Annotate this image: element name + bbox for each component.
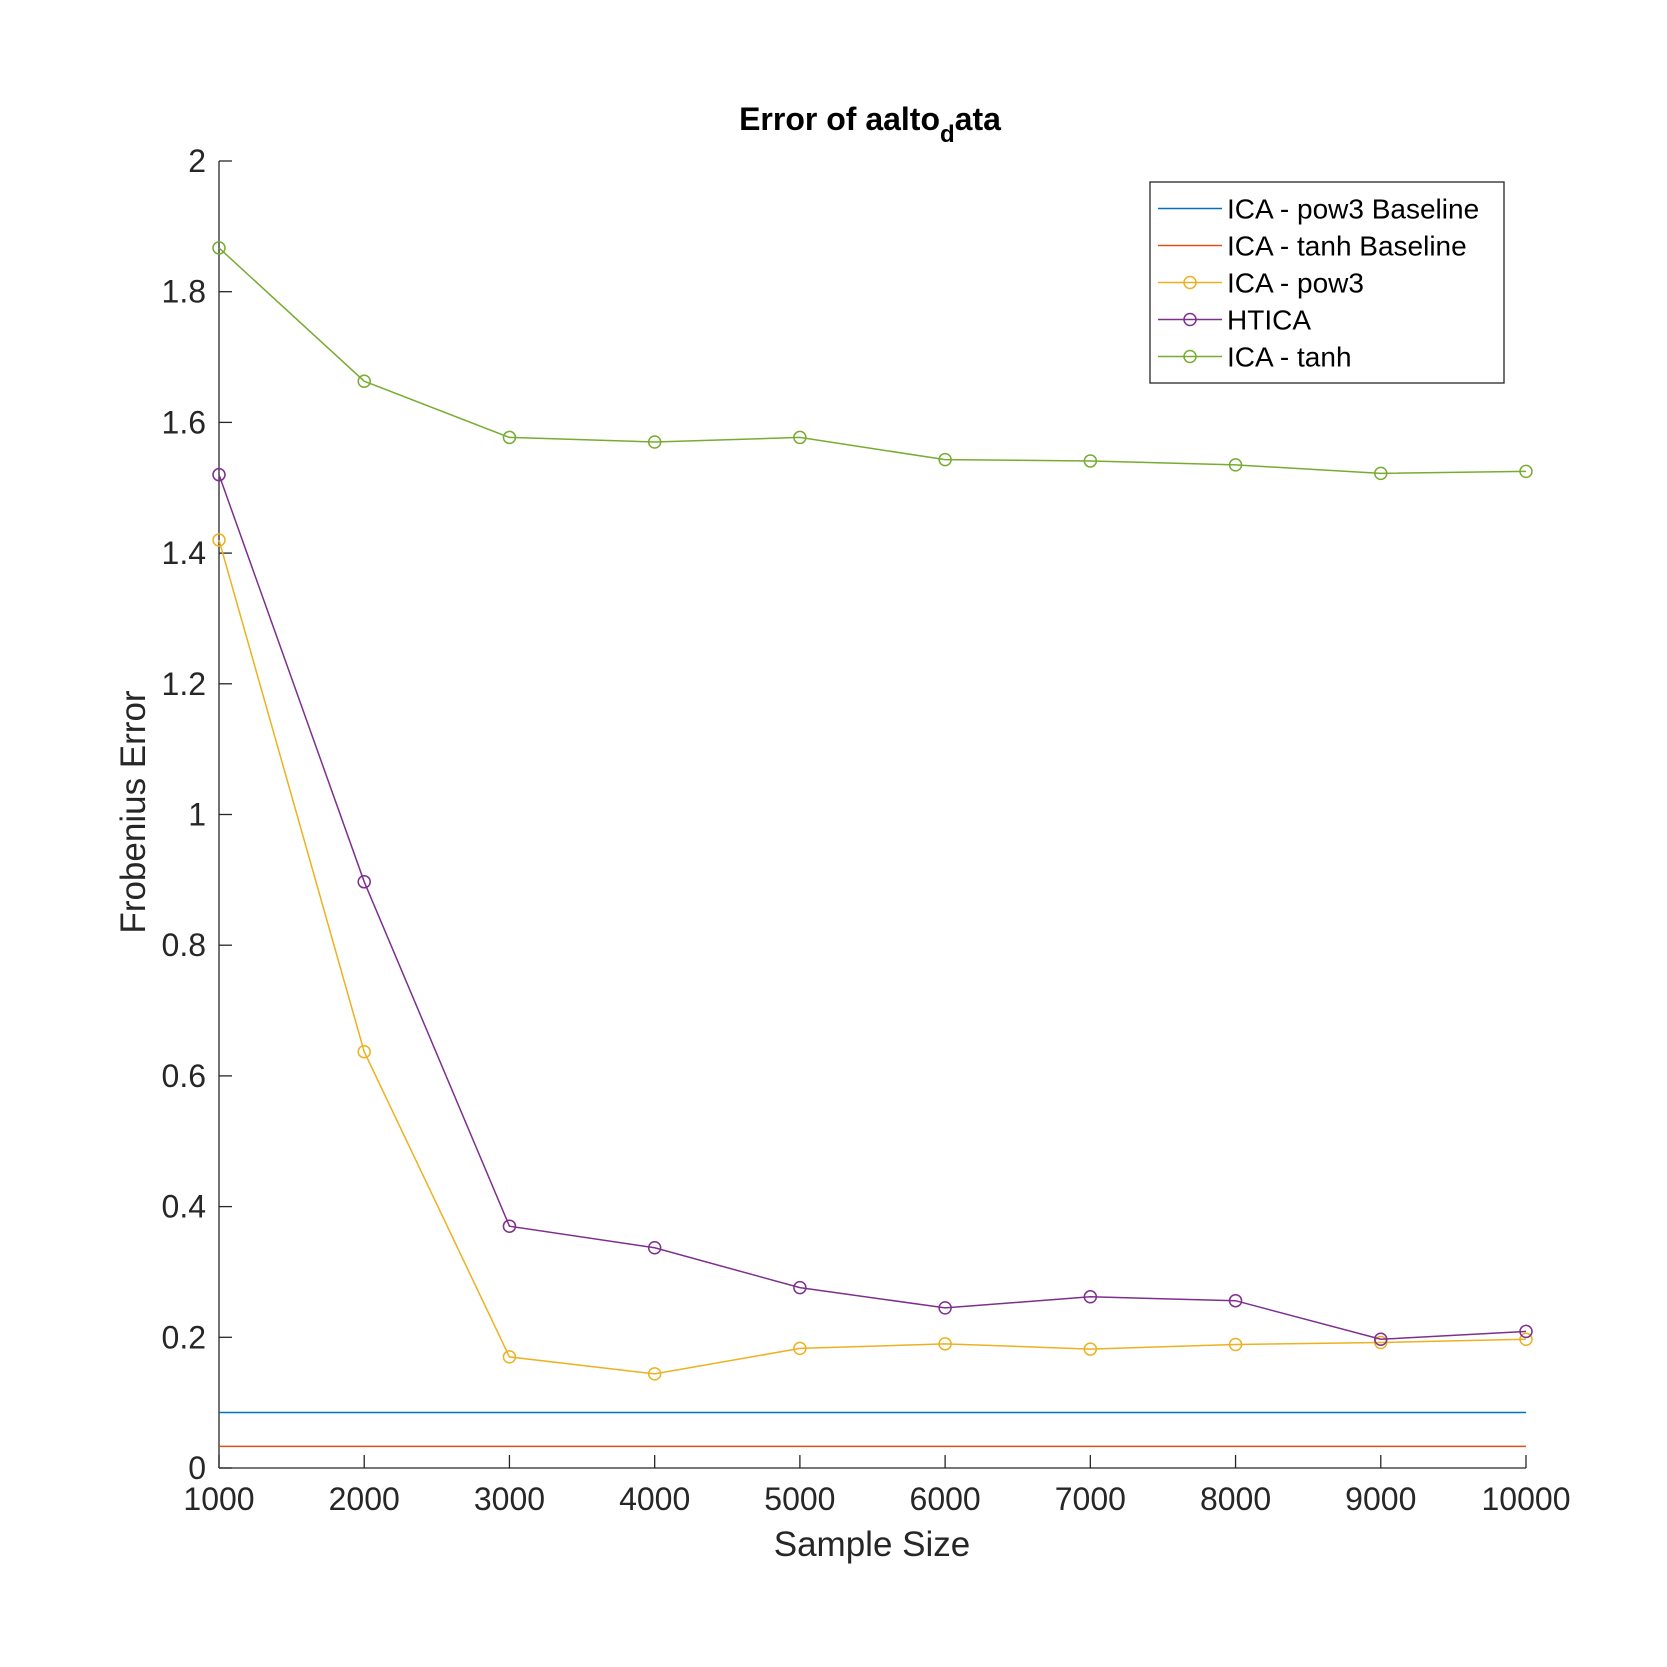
- data-point: [1374, 1335, 1388, 1350]
- data-point: [1228, 1337, 1243, 1352]
- data-point: [647, 435, 662, 449]
- series-line: [218, 247, 1527, 475]
- legend-label: ICA - pow3: [1227, 268, 1364, 299]
- y-tick-label: 0.2: [162, 1319, 206, 1355]
- legend-label: ICA - tanh: [1227, 342, 1352, 373]
- axes: 1000 2000 3000 4000 5000 6000 7000 8000 9000 1000…: [162, 143, 1571, 1517]
- x-tick-label: 2000: [329, 1481, 400, 1517]
- series-5: [212, 241, 1533, 481]
- data-point: [793, 1280, 807, 1295]
- legend-marker: [1183, 312, 1197, 327]
- series-line: [218, 474, 1527, 1341]
- series-line: [218, 539, 1527, 1375]
- x-tick-label: 4000: [619, 1481, 690, 1517]
- data-point: [793, 1341, 807, 1356]
- data-point: [1519, 1324, 1533, 1339]
- data-point: [1519, 1332, 1533, 1347]
- series-4: [212, 467, 1533, 1347]
- data-point: [938, 1301, 952, 1315]
- data-point: [502, 1219, 517, 1233]
- y-axis-label: Frobenius Error: [114, 690, 153, 933]
- data-point: [1083, 1290, 1098, 1304]
- data-point: [357, 875, 371, 889]
- y-tick-label: 1.2: [162, 666, 206, 702]
- data-point: [1519, 464, 1533, 479]
- data-point: [1083, 454, 1098, 468]
- y-tick-label: 1.8: [162, 274, 206, 310]
- data-point: [1374, 466, 1388, 481]
- x-tick-label: 5000: [764, 1481, 835, 1517]
- data-point: [793, 430, 807, 445]
- data-point: [1374, 1332, 1388, 1347]
- chart-title: Error of aaltodata: [739, 101, 1001, 148]
- y-tick-label: 0.6: [162, 1058, 206, 1094]
- legend-item: HTICA: [1158, 305, 1311, 336]
- x-tick-label: 1000: [183, 1481, 254, 1517]
- chart-title-subscript: d: [940, 121, 955, 148]
- data-point: [1083, 1342, 1098, 1356]
- data-point: [212, 241, 226, 255]
- data-point: [502, 1350, 517, 1364]
- legend-marker: [1183, 349, 1197, 364]
- legend-item: ICA - pow3 Baseline: [1158, 194, 1479, 225]
- y-tick-label: 1.6: [162, 404, 206, 440]
- chart-title-main: Error of aalto: [739, 101, 940, 137]
- legend-label: ICA - tanh Baseline: [1227, 231, 1467, 262]
- x-axis-label: Sample Size: [774, 1525, 970, 1564]
- y-tick-label: 0.4: [162, 1189, 206, 1225]
- legend-label: ICA - pow3 Baseline: [1227, 194, 1479, 225]
- x-tick-label: 8000: [1200, 1481, 1271, 1517]
- chart-title-suffix: ata: [955, 101, 1001, 137]
- y-tick-label: 1.4: [162, 535, 206, 571]
- data-point: [357, 1044, 371, 1059]
- data-point: [938, 452, 952, 467]
- legend-item: ICA - tanh: [1158, 342, 1352, 373]
- legend-marker: [1183, 275, 1197, 290]
- series-layer: [212, 241, 1533, 1448]
- series-3: [212, 533, 1533, 1381]
- data-point: [1228, 1293, 1243, 1308]
- x-tick-label: 6000: [910, 1481, 981, 1517]
- legend-item: ICA - tanh Baseline: [1158, 231, 1467, 262]
- data-point: [357, 374, 371, 388]
- x-tick-label: 7000: [1055, 1481, 1126, 1517]
- data-point: [647, 1241, 662, 1255]
- legend: ICA - pow3 Baseline ICA - tanh Baseline IC…: [1149, 181, 1505, 384]
- data-point: [647, 1367, 662, 1381]
- data-point: [212, 533, 226, 547]
- x-tick-label: 10000: [1482, 1481, 1571, 1517]
- data-point: [502, 430, 517, 445]
- legend-item: ICA - pow3: [1158, 268, 1364, 299]
- y-tick-label: 0.8: [162, 927, 206, 963]
- legend-label: HTICA: [1227, 305, 1311, 336]
- x-tick-label: 3000: [474, 1481, 545, 1517]
- data-point: [938, 1337, 952, 1351]
- y-tick-label: 1: [188, 797, 206, 833]
- data-point: [1228, 458, 1243, 472]
- y-tick-label: 0: [188, 1450, 206, 1486]
- y-tick-label: 2: [188, 143, 206, 179]
- x-tick-label: 9000: [1345, 1481, 1416, 1517]
- data-point: [212, 467, 226, 482]
